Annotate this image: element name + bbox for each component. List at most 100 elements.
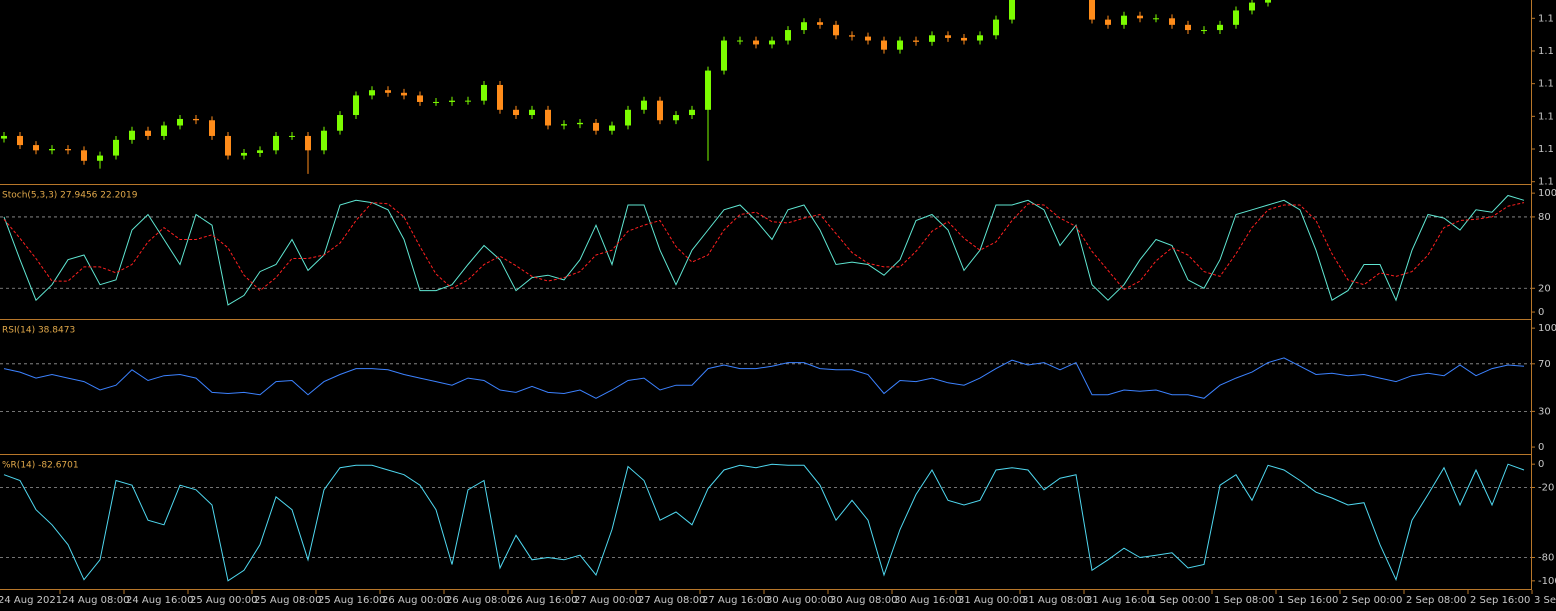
plot-area	[3, 463, 1525, 582]
candle-body	[385, 90, 391, 93]
panel-title: %R(14) -82.6701	[2, 461, 79, 471]
candle-body	[369, 90, 375, 96]
candle-body	[849, 35, 855, 37]
candle-body	[1089, 0, 1095, 20]
candle-body	[1249, 2, 1255, 11]
candle-body	[337, 115, 343, 131]
candle-body	[225, 135, 231, 156]
candle-body	[433, 101, 439, 103]
y-tick-label: 1.1	[1538, 177, 1554, 188]
candle-body	[1233, 10, 1239, 25]
candle-body	[641, 100, 647, 110]
candle-body	[929, 35, 935, 42]
candle-body	[1201, 30, 1207, 32]
x-tick-label: 1 Sep 00:00	[1150, 595, 1210, 606]
plot-area	[1, 0, 1271, 174]
panel-title: RSI(14) 38.8473	[2, 326, 75, 336]
candle-body	[241, 152, 247, 156]
candle-body	[753, 40, 759, 45]
candle-body	[513, 109, 519, 116]
candle-body	[257, 150, 263, 153]
candle-body	[785, 30, 791, 41]
x-tick-label: 2 Sep 00:00	[1342, 595, 1402, 606]
x-tick-label: 27 Aug 00:00	[574, 595, 641, 606]
candle-body	[177, 118, 183, 126]
x-tick-label: 31 Aug 08:00	[1022, 595, 1089, 606]
x-tick-label: 2 Sep 08:00	[1406, 595, 1466, 606]
candle-body	[833, 24, 839, 36]
candle-body	[65, 149, 71, 151]
indicator-line	[3, 194, 1525, 306]
candle-body	[321, 130, 327, 151]
panel-title: Stoch(5,3,3) 27.9456 22.2019	[2, 191, 138, 201]
candle-body	[1217, 24, 1223, 31]
candle-body	[689, 109, 695, 116]
candle-body	[737, 40, 743, 42]
candle-body	[1185, 24, 1191, 31]
candle-body	[705, 70, 711, 110]
candle-body	[881, 40, 887, 50]
x-tick-label: 26 Aug 08:00	[446, 595, 513, 606]
candle-body	[449, 100, 455, 102]
y-tick-label: 30	[1538, 406, 1551, 417]
candle-body	[1153, 18, 1159, 20]
indicator-line	[3, 357, 1525, 399]
candle-body	[145, 130, 151, 136]
candle-body	[561, 124, 567, 126]
candle-body	[1265, 0, 1271, 3]
candle-body	[305, 135, 311, 151]
candle-body	[161, 125, 167, 136]
x-tick-label: 30 Aug 16:00	[894, 595, 961, 606]
y-tick-label: 0	[1538, 442, 1544, 453]
candle-body	[273, 135, 279, 151]
x-tick-label: 26 Aug 00:00	[382, 595, 449, 606]
x-tick-label: 25 Aug 00:00	[190, 595, 257, 606]
candle-body	[769, 40, 775, 45]
y-tick-label: -80	[1538, 553, 1554, 564]
y-tick-label: 1.1	[1538, 46, 1554, 57]
candle-body	[721, 40, 727, 71]
candle-body	[577, 122, 583, 125]
candle-body	[497, 84, 503, 110]
candle-body	[481, 84, 487, 101]
x-tick-label: 25 Aug 16:00	[318, 595, 385, 606]
candle-body	[1, 135, 7, 139]
x-tick-label: 1 Sep 08:00	[1214, 595, 1274, 606]
x-tick-label: 3 Sep	[1534, 595, 1556, 606]
y-tick-label: 1.1	[1538, 79, 1554, 90]
candle-body	[1009, 0, 1015, 20]
x-tick-label: 2 Sep 16:00	[1470, 595, 1530, 606]
candle-body	[625, 109, 631, 126]
x-tick-label: 24 Aug 08:00	[62, 595, 129, 606]
candle-body	[49, 149, 55, 151]
plot-area	[3, 357, 1525, 399]
y-tick-label: 1.1	[1538, 111, 1554, 122]
candle-body	[801, 22, 807, 31]
candle-body	[97, 155, 103, 161]
y-tick-label: 1.1	[1538, 13, 1554, 24]
y-tick-label: 20	[1538, 283, 1551, 294]
candle-body	[129, 130, 135, 140]
candle-body	[609, 125, 615, 131]
candle-body	[33, 145, 39, 151]
candle-body	[113, 139, 119, 156]
candle-body	[529, 109, 535, 116]
candle-body	[977, 35, 983, 41]
candle-body	[353, 95, 359, 116]
candle-body	[417, 95, 423, 102]
x-tick-label: 26 Aug 16:00	[510, 595, 577, 606]
candle-body	[81, 150, 87, 161]
candle-body	[1137, 15, 1143, 19]
x-tick-label: 27 Aug 08:00	[638, 595, 705, 606]
candle-body	[593, 122, 599, 131]
y-tick-label: 0	[1538, 307, 1544, 318]
candle-body	[209, 120, 215, 136]
candle-body	[1169, 18, 1175, 25]
x-tick-label: 24 Aug 16:00	[126, 595, 193, 606]
candle-body	[465, 100, 471, 102]
candle-body	[1121, 15, 1127, 25]
candle-body	[545, 109, 551, 126]
y-tick-label: 100	[1538, 188, 1556, 199]
x-tick-label: 30 Aug 08:00	[830, 595, 897, 606]
